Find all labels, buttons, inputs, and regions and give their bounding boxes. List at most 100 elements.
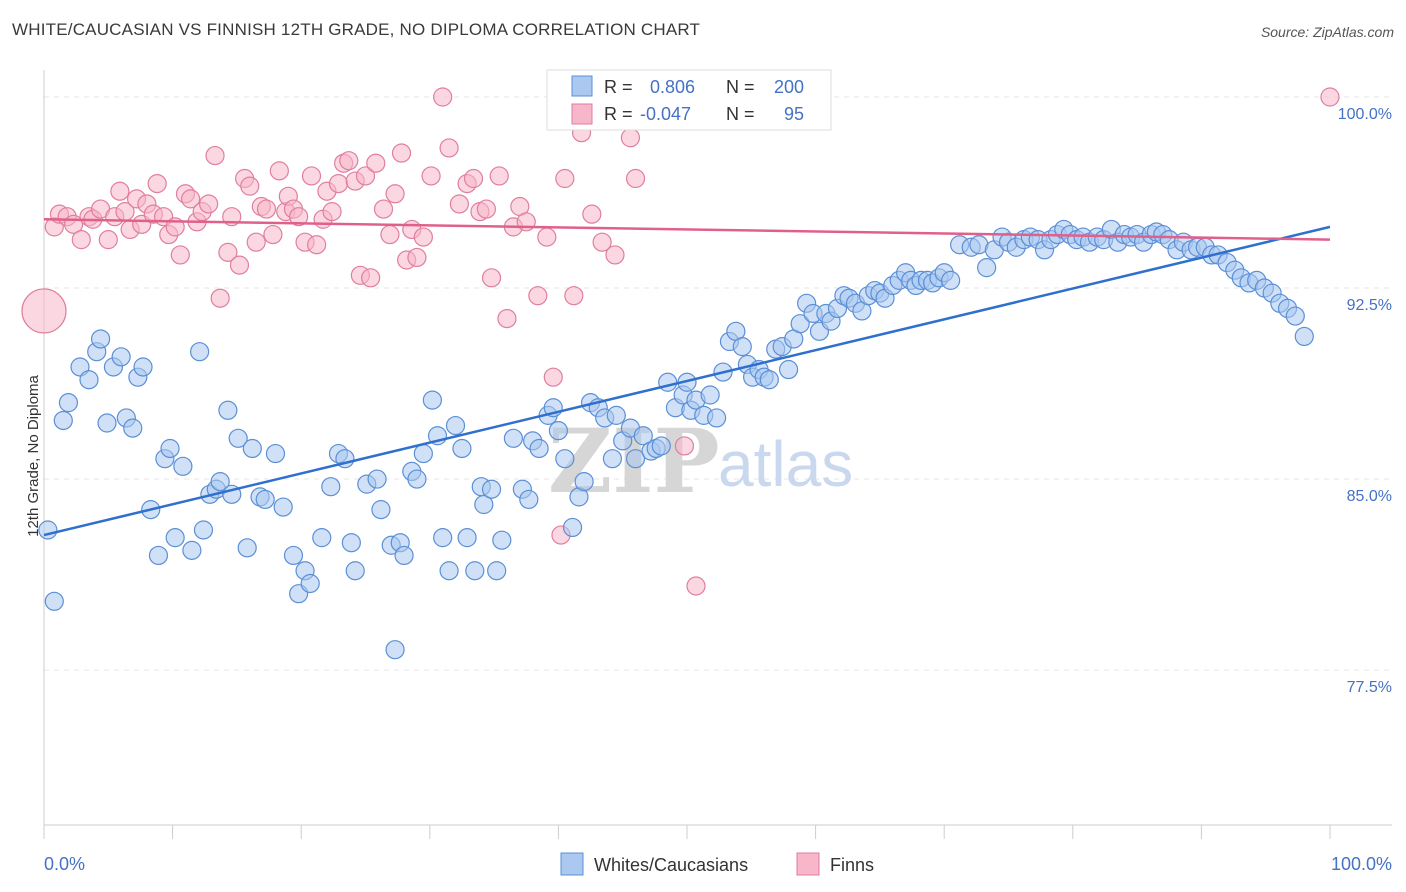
finn-point [449,194,469,214]
white-point [492,530,512,550]
white-point [790,314,810,334]
finn-point [433,87,453,107]
white-point [732,337,752,357]
chart-title: WHITE/CAUCASIAN VS FINNISH 12TH GRADE, N… [12,20,701,39]
finn-point [218,242,238,262]
white-point [422,390,442,410]
x-tick-label: 100.0% [1331,854,1392,874]
white-point [210,471,230,492]
finn-point [199,194,219,214]
chart-source: Source: ZipAtlas.com [1260,24,1394,40]
white-point [367,469,387,489]
white-point [487,561,507,581]
finn-point [620,128,641,148]
y-tick-label: 77.5% [1347,679,1392,696]
bottom-legend: Whites/Caucasians Finns [560,852,874,876]
white-point [452,438,472,459]
finn-point [339,151,359,171]
white-point [193,520,214,540]
legend-n-value-whites: 200 [774,77,804,97]
finn-point [543,367,563,387]
legend-swatch-finns [571,103,593,125]
white-point [300,573,320,594]
finn-point [373,199,394,219]
finn-point [205,145,225,166]
y-tick-label: 92.5% [1347,297,1392,314]
finn-point [210,288,230,308]
gridlines [44,96,1392,671]
white-point [255,489,275,510]
finn-point [289,207,309,227]
finn-point [481,268,502,288]
watermark: ZIP atlas [548,409,853,513]
finn-point [328,173,349,194]
legend-r-label-finns: R = [604,104,633,124]
trend-lines [43,218,1331,537]
white-point [445,415,466,436]
white-point [465,561,485,581]
finn-point [674,436,695,456]
white-point [633,426,653,446]
finn-point [240,176,260,196]
finn-point [592,232,612,252]
trend-line-whites [43,225,1331,537]
finn-point [555,168,575,189]
white-point [1285,306,1305,326]
finn-point [322,202,342,222]
white-point [700,385,720,405]
white-point [190,342,210,362]
white-point [173,456,193,476]
white-point [321,477,341,497]
white-point [503,428,523,448]
white-point [44,591,64,611]
legend-n-value-finns: 95 [784,104,804,124]
white-point [433,528,453,548]
finn-point [256,199,277,219]
white-point [548,421,569,441]
white-point [123,418,143,438]
finn-point [263,224,283,245]
finn-point [246,232,266,252]
y-tick-label: 100.0% [1338,106,1392,123]
white-point [457,528,477,548]
finn-point [528,286,548,306]
y-axis-title: 12th Grade, No Diploma [25,374,42,536]
finn-point [439,138,459,158]
x-tick-label: 0.0% [44,854,85,874]
finn-point [181,189,201,209]
legend-frame [546,69,832,131]
white-point [79,370,99,390]
finn-point [564,286,584,306]
white-point [481,479,502,499]
finn-point [497,308,517,329]
white-point [182,540,202,560]
finn-point [421,166,441,186]
finn-point [407,247,427,268]
finn-point [170,245,190,265]
white-point [658,372,678,392]
white-point [625,449,646,469]
series-finns-points [21,87,1340,596]
white-point [160,438,180,459]
white-point [651,436,671,456]
finn-point [537,227,557,247]
white-point [90,329,111,349]
white-point [237,538,257,558]
watermark-atlas: atlas [718,428,853,500]
white-point [574,471,594,492]
white-point [562,517,583,538]
x-tick-labels: 0.0% 100.0% [44,854,1392,874]
finn-point [269,161,289,181]
finn-point [380,224,400,245]
legend-r-value-whites: 0.806 [650,77,695,97]
finn-point [625,168,646,189]
white-point [312,528,332,548]
y-tick-labels: 77.5% 85.0% 92.5% 100.0% [1338,106,1392,696]
white-point [407,469,427,489]
white-point [273,497,293,517]
white-point [345,561,365,581]
finn-point [1320,87,1340,107]
finn-point [476,199,496,219]
finn-point [110,181,130,201]
white-point [606,405,626,425]
